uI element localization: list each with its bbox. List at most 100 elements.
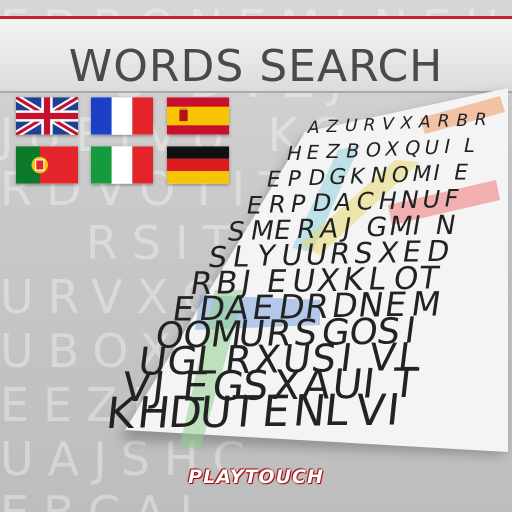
grid-letter[interactable]: D xyxy=(196,289,227,328)
grid-letter[interactable]: A xyxy=(300,361,333,409)
grid-letter[interactable]: B xyxy=(344,139,362,162)
grid-letter[interactable]: R xyxy=(361,115,377,135)
grid-letter[interactable]: I xyxy=(431,161,442,186)
grid-letter[interactable]: N xyxy=(368,164,389,189)
grid-letter[interactable]: R xyxy=(294,214,318,245)
grid-letter[interactable]: E xyxy=(260,387,292,437)
grid-letter[interactable]: V xyxy=(367,336,399,381)
grid-letter[interactable]: A xyxy=(223,289,252,328)
grid-letter[interactable]: N xyxy=(398,185,421,214)
grid-letter[interactable]: O xyxy=(347,311,381,353)
grid-letter[interactable]: A xyxy=(417,113,433,133)
grid-letter[interactable]: G xyxy=(165,339,200,384)
grid-letter[interactable]: A xyxy=(306,118,322,138)
grid-letter[interactable]: E xyxy=(452,161,470,186)
grid-letter[interactable]: D xyxy=(166,388,204,438)
grid-letter[interactable]: M xyxy=(208,314,245,356)
grid-letter[interactable]: O xyxy=(363,139,383,162)
grid-letter[interactable]: E xyxy=(244,191,265,220)
english-flag-icon[interactable] xyxy=(16,97,78,135)
grid-letter[interactable]: H xyxy=(285,142,304,165)
grid-letter[interactable]: E xyxy=(271,215,293,246)
grid-letter[interactable]: S xyxy=(374,310,402,352)
grid-letter[interactable]: R xyxy=(222,338,254,383)
grid-letter[interactable]: X xyxy=(251,338,283,383)
grid-letter[interactable]: M xyxy=(248,216,276,247)
grid-letter[interactable]: T xyxy=(227,388,260,438)
grid-letter[interactable]: D xyxy=(310,188,334,217)
grid-letter[interactable]: X xyxy=(398,114,414,134)
grid-letter[interactable]: U xyxy=(422,136,441,159)
grid-letter[interactable]: D xyxy=(306,166,327,191)
spanish-flag-icon[interactable] xyxy=(167,97,229,135)
grid-letter[interactable]: U xyxy=(420,184,443,213)
grid-letter[interactable]: A xyxy=(332,188,354,217)
grid-letter[interactable]: D xyxy=(276,288,307,327)
grid-letter[interactable]: H xyxy=(135,389,173,439)
grid-letter[interactable]: S xyxy=(309,337,339,382)
grid-letter[interactable]: O xyxy=(181,314,215,356)
grid-letter[interactable]: Q xyxy=(403,137,423,160)
grid-letter[interactable]: Z xyxy=(324,140,342,163)
grid-letter[interactable]: E xyxy=(180,362,211,410)
grid-letter[interactable]: H xyxy=(376,186,399,215)
grid-letter[interactable]: D xyxy=(329,286,360,325)
grid-letter[interactable]: L xyxy=(322,386,351,436)
grid-letter[interactable]: P xyxy=(285,167,303,192)
grid-letter[interactable]: O xyxy=(391,261,421,297)
grid-letter[interactable]: O xyxy=(389,163,411,188)
german-flag-icon[interactable] xyxy=(167,146,229,184)
grid-letter[interactable]: R xyxy=(472,110,488,130)
grid-letter[interactable]: U xyxy=(197,388,234,438)
grid-letter[interactable]: I xyxy=(360,360,377,408)
grid-letter[interactable]: R xyxy=(303,287,332,326)
portuguese-flag-icon[interactable] xyxy=(16,146,78,184)
grid-letter[interactable]: N xyxy=(356,286,387,325)
grid-letter[interactable]: N xyxy=(291,387,328,437)
grid-letter[interactable]: U xyxy=(330,360,365,408)
grid-letter[interactable]: Z xyxy=(324,117,340,137)
grid-letter[interactable]: U xyxy=(280,337,314,382)
grid-letter[interactable]: P xyxy=(288,189,308,218)
grid-letter[interactable]: S xyxy=(225,216,247,247)
grid-letter[interactable]: D xyxy=(424,234,452,268)
grid-letter[interactable]: M xyxy=(387,211,415,242)
grid-letter[interactable]: M xyxy=(409,285,443,324)
grid-letter[interactable]: E xyxy=(400,235,424,269)
grid-letter[interactable]: U xyxy=(136,340,170,385)
grid-letter[interactable]: E xyxy=(264,168,282,193)
grid-letter[interactable]: X xyxy=(383,138,401,161)
grid-letter[interactable]: I xyxy=(442,135,452,158)
grid-letter[interactable]: K xyxy=(348,165,368,190)
french-flag-icon[interactable] xyxy=(91,97,153,135)
grid-letter[interactable]: C xyxy=(354,187,376,216)
grid-letter[interactable]: I xyxy=(338,336,355,381)
grid-letter[interactable]: U xyxy=(343,116,360,136)
grid-letter[interactable]: R xyxy=(264,313,295,355)
grid-letter[interactable]: U xyxy=(236,313,268,355)
grid-letter[interactable]: V xyxy=(120,363,153,411)
grid-letter[interactable]: G xyxy=(319,311,352,353)
grid-letter[interactable]: V xyxy=(353,386,388,436)
grid-letter[interactable]: G xyxy=(210,362,247,410)
grid-letter[interactable]: L xyxy=(366,262,389,298)
grid-letter[interactable]: T xyxy=(389,359,420,407)
grid-letter[interactable]: B xyxy=(454,111,470,131)
grid-letter[interactable]: G xyxy=(327,165,349,190)
grid-letter[interactable]: M xyxy=(410,162,433,187)
grid-letter[interactable]: O xyxy=(153,315,187,357)
grid-letter[interactable]: S xyxy=(206,240,230,274)
grid-letter[interactable]: I xyxy=(384,386,402,436)
grid-letter[interactable]: R xyxy=(435,112,451,132)
grid-letter[interactable]: U xyxy=(289,264,317,300)
grid-letter[interactable]: E xyxy=(304,141,321,164)
grid-letter[interactable]: V xyxy=(380,115,396,135)
grid-letter[interactable]: L xyxy=(230,240,252,274)
grid-letter[interactable]: R xyxy=(266,190,288,219)
grid-letter[interactable]: X xyxy=(270,361,303,409)
italian-flag-icon[interactable] xyxy=(91,146,153,184)
grid-letter[interactable]: S xyxy=(291,312,319,354)
grid-letter[interactable]: F xyxy=(442,184,461,213)
grid-letter[interactable]: L xyxy=(462,134,478,157)
